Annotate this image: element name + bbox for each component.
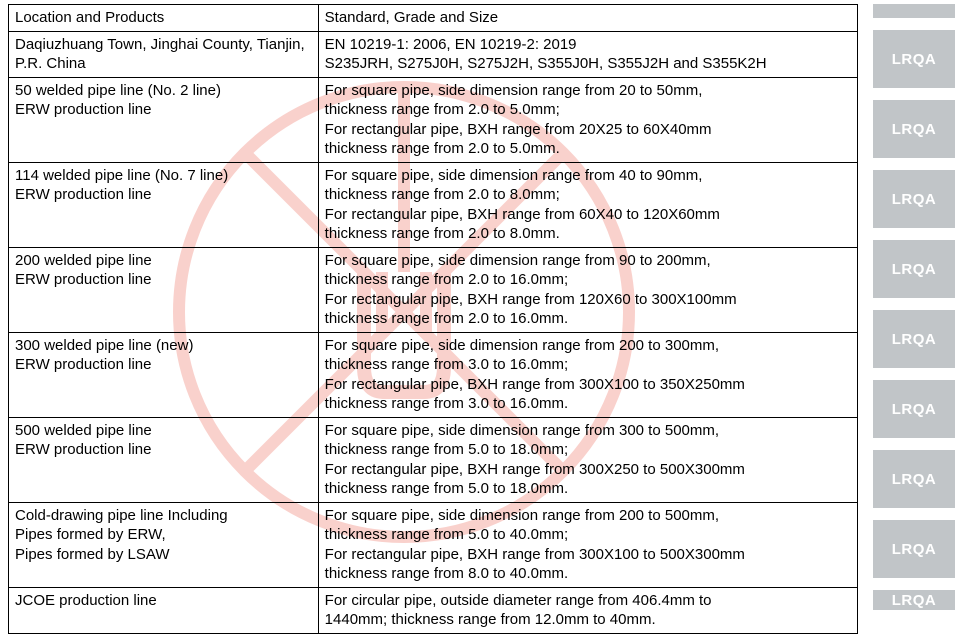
cell-standard: EN 10219-1: 2006, EN 10219-2: 2019S235JR… [318, 31, 857, 77]
table-row: Daqiuzhuang Town, Jinghai County, Tianji… [9, 31, 858, 77]
lrqa-badge: LRQA [873, 240, 955, 298]
lrqa-badge: LRQA [873, 380, 955, 438]
cell-standard: For square pipe, side dimension range fr… [318, 77, 857, 162]
table-row: 114 welded pipe line (No. 7 line)ERW pro… [9, 162, 858, 247]
lrqa-badge-sidebar: LRQA LRQA LRQA LRQA LRQA LRQA LRQA LRQA … [873, 0, 961, 627]
cell-location: 114 welded pipe line (No. 7 line)ERW pro… [9, 162, 319, 247]
lrqa-badge: LRQA [873, 30, 955, 88]
table-row: 300 welded pipe line (new)ERW production… [9, 332, 858, 417]
cell-standard: For square pipe, side dimension range fr… [318, 162, 857, 247]
cell-location: 500 welded pipe lineERW production line [9, 417, 319, 502]
table-row: Cold-drawing pipe line IncludingPipes fo… [9, 502, 858, 587]
cell-standard: For square pipe, side dimension range fr… [318, 247, 857, 332]
cell-standard: For circular pipe, outside diameter rang… [318, 587, 857, 633]
lrqa-badge: LRQA [873, 310, 955, 368]
lrqa-badge [873, 4, 955, 18]
lrqa-badge: LRQA [873, 450, 955, 508]
lrqa-badge: LRQA [873, 100, 955, 158]
cell-standard: For square pipe, side dimension range fr… [318, 417, 857, 502]
cell-location: Cold-drawing pipe line IncludingPipes fo… [9, 502, 319, 587]
table-row: 50 welded pipe line (No. 2 line)ERW prod… [9, 77, 858, 162]
cell-location: JCOE production line [9, 587, 319, 633]
cell-location: 50 welded pipe line (No. 2 line)ERW prod… [9, 77, 319, 162]
table-row: 200 welded pipe lineERW production line … [9, 247, 858, 332]
cell-standard: For square pipe, side dimension range fr… [318, 502, 857, 587]
lrqa-badge: LRQA [873, 520, 955, 578]
table-row: 500 welded pipe lineERW production line … [9, 417, 858, 502]
cell-location: 300 welded pipe line (new)ERW production… [9, 332, 319, 417]
header-location: Location and Products [9, 5, 319, 32]
cell-standard: For square pipe, side dimension range fr… [318, 332, 857, 417]
specification-table-wrapper: Location and Products Standard, Grade an… [0, 0, 961, 634]
cell-location: Daqiuzhuang Town, Jinghai County, Tianji… [9, 31, 319, 77]
specification-table: Location and Products Standard, Grade an… [8, 4, 858, 634]
table-row: JCOE production line For circular pipe, … [9, 587, 858, 633]
cell-location: 200 welded pipe lineERW production line [9, 247, 319, 332]
table-header-row: Location and Products Standard, Grade an… [9, 5, 858, 32]
header-standard: Standard, Grade and Size [318, 5, 857, 32]
lrqa-badge: LRQA [873, 170, 955, 228]
lrqa-badge: LRQA [873, 590, 955, 610]
